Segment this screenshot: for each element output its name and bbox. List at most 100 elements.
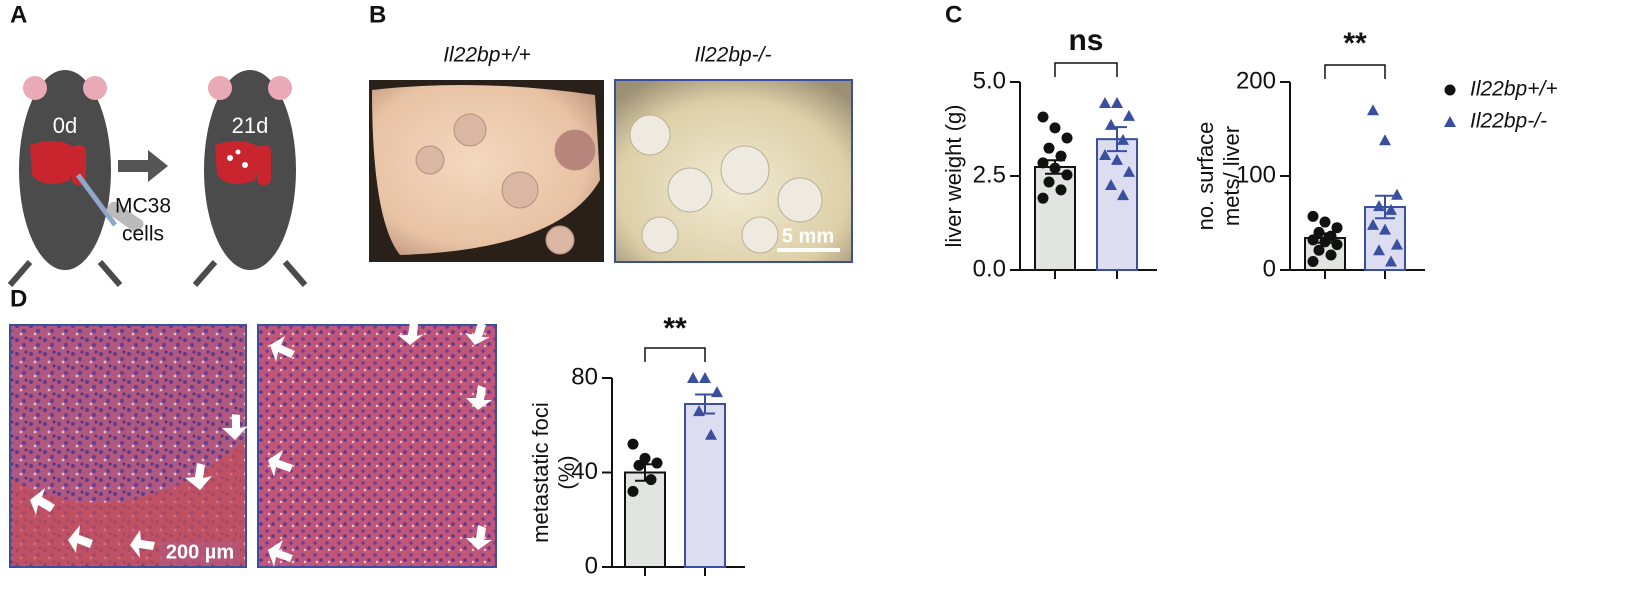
data-point — [1111, 153, 1123, 165]
data-point — [1123, 109, 1135, 121]
legend-marker — [1444, 84, 1456, 96]
data-point — [1373, 200, 1385, 212]
data-point — [1313, 244, 1325, 256]
significance-label: ns — [1068, 24, 1103, 57]
y-axis-label: (%) — [554, 455, 579, 489]
data-point — [1037, 192, 1049, 204]
data-point — [1373, 244, 1385, 256]
significance-bracket — [1054, 62, 1118, 77]
data-point — [1307, 234, 1319, 246]
arrows — [30, 322, 492, 567]
data-point — [1391, 238, 1403, 250]
data-point — [1331, 222, 1343, 234]
histology-image — [257, 324, 497, 568]
y-tick-label: 80 — [571, 363, 598, 390]
photo — [372, 85, 600, 255]
error-bar — [1045, 159, 1065, 175]
day-label: 0d — [53, 113, 77, 138]
scale-bar-label: 5 mm — [782, 225, 834, 247]
significance-bracket — [644, 347, 706, 362]
y-tick-label: 0 — [1263, 255, 1276, 282]
y-tick-label: 2.5 — [973, 161, 1006, 188]
panel-label: C — [945, 1, 962, 28]
photo-texture — [629, 114, 823, 254]
data-point — [1379, 134, 1391, 146]
data-point — [1105, 118, 1117, 130]
error-bar — [1107, 126, 1127, 153]
legend-label: Il22bp-/- — [1470, 110, 1547, 133]
error-bar — [635, 463, 655, 482]
legend-label: Il22bp+/+ — [1470, 78, 1558, 101]
y-tick-label: 5.0 — [973, 67, 1006, 94]
data-point — [687, 372, 699, 383]
significance-label: ** — [663, 312, 687, 345]
data-point — [1049, 122, 1061, 134]
panel-label: B — [369, 1, 386, 28]
y-axis-label: mets/ liver — [1219, 126, 1244, 226]
y-tick-label: 0 — [585, 552, 598, 579]
photo-texture — [415, 113, 596, 255]
cells-label: MC38 — [115, 195, 171, 218]
data-point — [633, 459, 645, 471]
data-point — [1319, 216, 1331, 228]
panel-label: A — [10, 1, 27, 28]
data-point — [1099, 97, 1111, 109]
y-tick-label: 40 — [571, 458, 598, 485]
y-tick-label: 100 — [1236, 161, 1276, 188]
scale-bar-label: 200 µm — [166, 541, 234, 563]
data-point — [645, 474, 657, 486]
error-bar — [1375, 194, 1395, 220]
panel-label: D — [10, 285, 27, 312]
data-point — [1117, 189, 1129, 201]
significance-bracket — [1324, 64, 1386, 79]
data-point — [627, 485, 639, 497]
data-point — [1111, 97, 1123, 109]
arrow — [118, 150, 168, 182]
data-point — [699, 372, 711, 383]
legend-marker — [1444, 116, 1456, 127]
day-label: 21d — [232, 113, 269, 138]
y-axis-label: no. surface — [1193, 122, 1218, 231]
data-point — [1037, 111, 1049, 123]
data-point — [627, 438, 639, 450]
y-axis-label: liver weight (g) — [941, 104, 966, 247]
data-point — [1367, 104, 1379, 116]
data-point — [1117, 133, 1129, 145]
significance-label: ** — [1343, 27, 1367, 60]
mouse-illustration — [7, 70, 144, 287]
histology-image — [12, 440, 244, 565]
data-point — [1061, 169, 1073, 181]
bar — [684, 402, 726, 568]
data-point — [1061, 132, 1073, 144]
error-bar — [695, 393, 715, 415]
data-point — [651, 457, 663, 469]
data-point — [1307, 210, 1319, 222]
data-point — [1043, 142, 1055, 154]
y-tick-label: 0.0 — [973, 255, 1006, 282]
image-title: Il22bp+/+ — [443, 44, 531, 67]
data-point — [1055, 184, 1067, 196]
data-point — [1105, 179, 1117, 191]
data-point — [705, 428, 717, 440]
bar — [1034, 165, 1076, 271]
data-point — [1043, 176, 1055, 188]
data-point — [1379, 223, 1391, 235]
scale-bar-bg — [160, 541, 240, 565]
y-axis-label: metastatic foci — [528, 402, 553, 543]
data-point — [1367, 218, 1379, 230]
data-point — [1385, 203, 1397, 215]
error-bar — [1315, 232, 1335, 244]
data-point — [1099, 148, 1111, 160]
data-point — [1331, 239, 1343, 251]
data-point — [1123, 165, 1135, 177]
data-point — [1325, 249, 1337, 261]
data-point — [1385, 255, 1397, 267]
cells-label: cells — [122, 223, 164, 246]
data-point — [1391, 188, 1403, 200]
data-point — [1037, 157, 1049, 169]
y-tick-label: 200 — [1236, 67, 1276, 94]
mouse-illustration — [192, 70, 308, 287]
data-point — [1307, 256, 1319, 268]
image-title: Il22bp-/- — [694, 44, 771, 67]
